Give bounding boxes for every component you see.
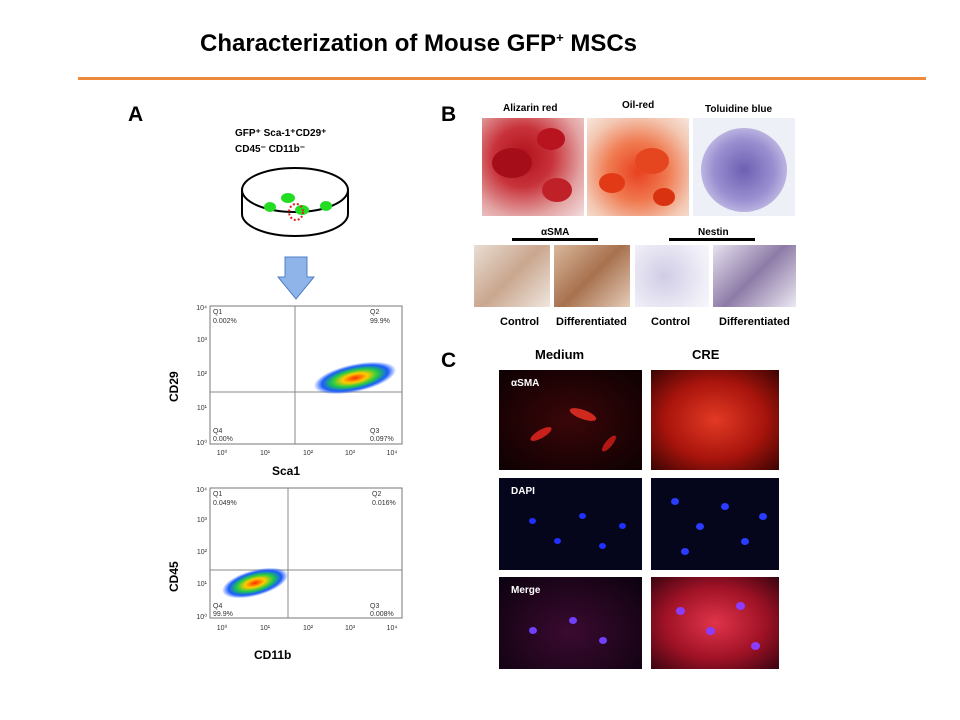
x-tick: 10⁰ <box>217 624 228 632</box>
flow-plot-cd29-sca1: Q1 0.002% Q2 99.9% Q4 0.00% Q3 0.097% 10… <box>196 305 403 457</box>
panel-b-letter: B <box>441 103 457 126</box>
oil-red-image <box>587 118 689 216</box>
asma-control-image <box>474 245 550 307</box>
stain-label-toluidine: Toluidine blue <box>705 104 773 115</box>
dish-label-line2: CD45⁻ CD11b⁻ <box>235 144 306 155</box>
q2-label: Q2 <box>370 309 379 316</box>
down-arrow-icon <box>276 256 316 300</box>
x-tick: 10¹ <box>260 450 271 457</box>
caption-nestin-differentiated: Differentiated <box>719 316 790 328</box>
panel-a-letter: A <box>128 103 144 126</box>
cell-population-blob <box>221 567 289 599</box>
column-label-medium: Medium <box>535 347 585 362</box>
caption-asma-differentiated: Differentiated <box>556 316 627 328</box>
group-label-asma: αSMA <box>541 227 570 238</box>
alizarin-red-image <box>482 118 584 216</box>
plot1-xlabel: Sca1 <box>272 464 301 478</box>
x-tick: 10³ <box>345 625 356 632</box>
y-tick: 10³ <box>197 337 208 344</box>
y-tick: 10³ <box>197 517 208 524</box>
x-tick: 10⁴ <box>387 450 398 457</box>
q3-label: Q3 <box>370 428 379 435</box>
y-tick: 10⁴ <box>196 305 207 312</box>
medium-merge-image: Merge <box>499 577 642 669</box>
cell-population-blob <box>313 361 397 395</box>
cre-dapi-image <box>651 478 779 570</box>
y-tick: 10² <box>197 371 208 378</box>
x-tick: 10⁰ <box>217 449 228 457</box>
q4-value: 99.9% <box>213 611 233 618</box>
plot2-xlabel: CD11b <box>254 648 292 662</box>
cre-merge-image <box>651 577 779 669</box>
slide-title: Characterization of Mouse GFP+ MSCs <box>200 30 638 57</box>
plot2-ylabel: CD45 <box>167 561 181 592</box>
q4-label: Q4 <box>213 603 222 610</box>
q1-label: Q1 <box>213 309 222 316</box>
group-label-nestin: Nestin <box>698 227 729 238</box>
caption-asma-control: Control <box>500 316 540 328</box>
y-tick: 10¹ <box>197 581 208 588</box>
title-divider <box>78 77 926 80</box>
row-label-asma: αSMA <box>511 378 540 389</box>
y-tick: 10² <box>197 549 208 556</box>
q2-value: 0.016% <box>372 500 396 507</box>
row-label-merge: Merge <box>511 585 541 596</box>
q4-value: 0.00% <box>213 436 233 443</box>
y-tick: 10¹ <box>197 405 208 412</box>
stain-label-oilred: Oil-red <box>622 100 655 111</box>
y-tick: 10⁴ <box>196 487 207 494</box>
group-bar-nestin <box>669 238 755 241</box>
stain-label-alizarin: Alizarin red <box>503 103 558 114</box>
y-tick: 10⁰ <box>196 613 207 621</box>
q3-value: 0.097% <box>370 436 394 443</box>
nestin-differentiated-image <box>713 245 796 307</box>
q1-value: 0.049% <box>213 500 237 507</box>
nestin-control-image <box>635 245 709 307</box>
q2-value: 99.9% <box>370 318 390 325</box>
gfp-colony <box>281 193 295 203</box>
x-tick: 10¹ <box>260 625 271 632</box>
flow-plot-cd45-cd11b: Q1 0.049% Q2 0.016% Q4 99.9% Q3 0.008% 1… <box>196 487 403 632</box>
dish-label-line1: GFP⁺ Sca-1⁺CD29⁺ <box>235 128 327 139</box>
y-tick: 10⁰ <box>196 439 207 447</box>
x-tick: 10⁴ <box>387 625 398 632</box>
q1-value: 0.002% <box>213 318 237 325</box>
medium-asma-image: αSMA <box>499 370 642 470</box>
selected-colony-circle <box>288 203 304 221</box>
q3-label: Q3 <box>370 603 379 610</box>
caption-nestin-control: Control <box>651 316 691 328</box>
x-tick: 10³ <box>345 450 356 457</box>
q2-label: Q2 <box>372 491 381 498</box>
cre-asma-image <box>651 370 779 470</box>
gfp-colony <box>264 202 276 212</box>
row-label-dapi: DAPI <box>511 486 535 497</box>
q3-value: 0.008% <box>370 611 394 618</box>
panel-c-letter: C <box>441 349 457 372</box>
x-tick: 10² <box>303 450 314 457</box>
group-bar-asma <box>512 238 598 241</box>
column-label-cre: CRE <box>692 347 720 362</box>
plot1-ylabel: CD29 <box>167 371 181 402</box>
q4-label: Q4 <box>213 428 222 435</box>
medium-dapi-image: DAPI <box>499 478 642 570</box>
q1-label: Q1 <box>213 491 222 498</box>
petri-dish-illustration <box>241 167 349 237</box>
toluidine-blue-image <box>693 118 795 216</box>
asma-differentiated-image <box>554 245 630 307</box>
x-tick: 10² <box>303 625 314 632</box>
gfp-colony <box>320 201 332 211</box>
